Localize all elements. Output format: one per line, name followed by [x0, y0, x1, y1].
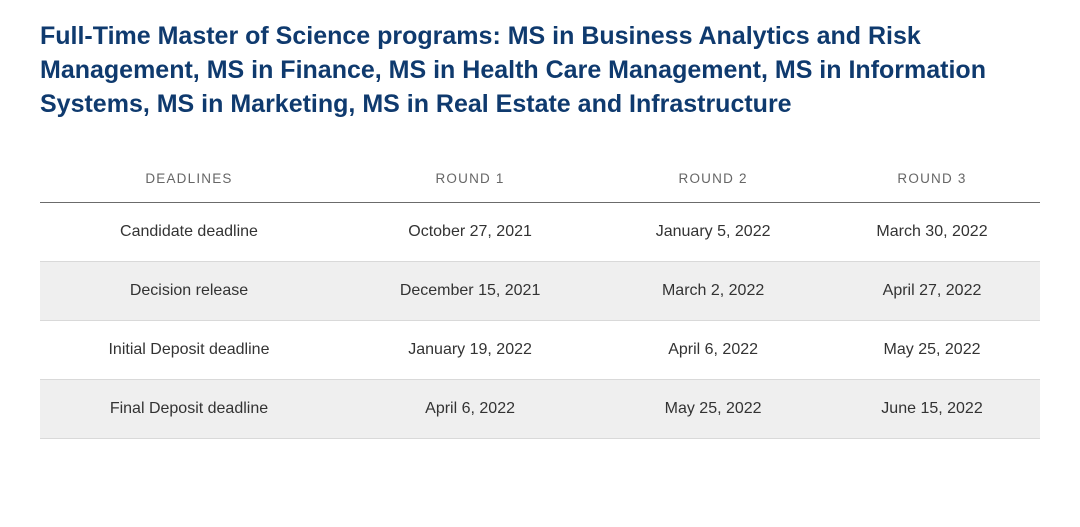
cell-value: May 25, 2022: [602, 380, 824, 439]
row-label: Initial Deposit deadline: [40, 321, 338, 380]
table-row: Candidate deadline October 27, 2021 Janu…: [40, 203, 1040, 262]
col-header-deadlines: DEADLINES: [40, 157, 338, 203]
cell-value: June 15, 2022: [824, 380, 1040, 439]
row-label: Candidate deadline: [40, 203, 338, 262]
table-row: Initial Deposit deadline January 19, 202…: [40, 321, 1040, 380]
page-title: Full-Time Master of Science programs: MS…: [40, 20, 1040, 121]
row-label: Final Deposit deadline: [40, 380, 338, 439]
cell-value: January 5, 2022: [602, 203, 824, 262]
cell-value: December 15, 2021: [338, 262, 602, 321]
cell-value: March 30, 2022: [824, 203, 1040, 262]
cell-value: October 27, 2021: [338, 203, 602, 262]
col-header-round-3: ROUND 3: [824, 157, 1040, 203]
table-row: Decision release December 15, 2021 March…: [40, 262, 1040, 321]
cell-value: May 25, 2022: [824, 321, 1040, 380]
cell-value: January 19, 2022: [338, 321, 602, 380]
table-row: Final Deposit deadline April 6, 2022 May…: [40, 380, 1040, 439]
deadlines-table: DEADLINES ROUND 1 ROUND 2 ROUND 3 Candid…: [40, 157, 1040, 439]
table-header-row: DEADLINES ROUND 1 ROUND 2 ROUND 3: [40, 157, 1040, 203]
row-label: Decision release: [40, 262, 338, 321]
cell-value: April 6, 2022: [338, 380, 602, 439]
cell-value: April 27, 2022: [824, 262, 1040, 321]
col-header-round-2: ROUND 2: [602, 157, 824, 203]
col-header-round-1: ROUND 1: [338, 157, 602, 203]
cell-value: March 2, 2022: [602, 262, 824, 321]
cell-value: April 6, 2022: [602, 321, 824, 380]
